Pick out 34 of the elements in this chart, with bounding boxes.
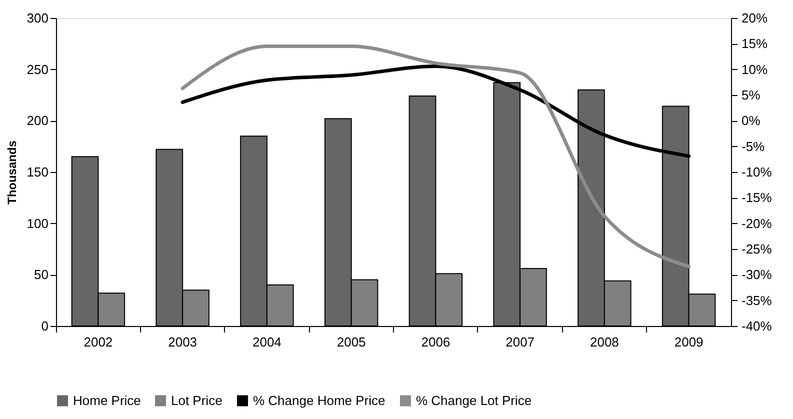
- y-tick-label: 100: [26, 216, 48, 231]
- y-tick-label: 200: [26, 113, 48, 128]
- y-tick-label: 50: [34, 267, 48, 282]
- x-tick-label: 2005: [336, 334, 366, 350]
- x-tick-label: 2006: [421, 334, 450, 350]
- y2-tick-label: 20%: [742, 10, 768, 26]
- y2-tick-label: -5%: [742, 138, 766, 154]
- y2-tick-label: -25%: [742, 242, 772, 256]
- legend-label: Home Price: [73, 392, 141, 408]
- x-tick-label: 2007: [506, 334, 535, 350]
- x-tick-label: 2002: [84, 334, 113, 350]
- y2-tick-label: 5%: [742, 88, 761, 102]
- y-tick-label: 250: [26, 62, 48, 77]
- x-tick-label: 2008: [590, 334, 619, 350]
- y2-tick-label: -15%: [742, 190, 772, 206]
- y-axis-title: Thousands: [4, 140, 19, 205]
- x-tick-label: 2003: [168, 334, 198, 350]
- x-tick-label: 2009: [674, 334, 704, 350]
- legend-label: % Change Home Price: [253, 392, 386, 408]
- legend-label: Lot Price: [171, 392, 222, 408]
- legend-label: % Change Lot Price: [416, 392, 532, 408]
- y2-tick-label: 0%: [742, 113, 761, 128]
- line-series: [180, 44, 691, 268]
- y2-tick-label: -35%: [742, 292, 772, 308]
- y-tick-label: 300: [26, 10, 48, 26]
- x-tick-label: 2004: [252, 334, 282, 350]
- y-tick-label: 0: [41, 318, 48, 334]
- y2-tick-label: -40%: [742, 318, 772, 334]
- y2-tick-label: 15%: [742, 36, 768, 52]
- y2-tick-label: 10%: [742, 62, 768, 77]
- y2-tick-label: -20%: [742, 216, 772, 231]
- y2-tick-label: -30%: [742, 267, 772, 282]
- y-tick-label: 150: [26, 164, 48, 180]
- y2-tick-label: -10%: [742, 164, 772, 180]
